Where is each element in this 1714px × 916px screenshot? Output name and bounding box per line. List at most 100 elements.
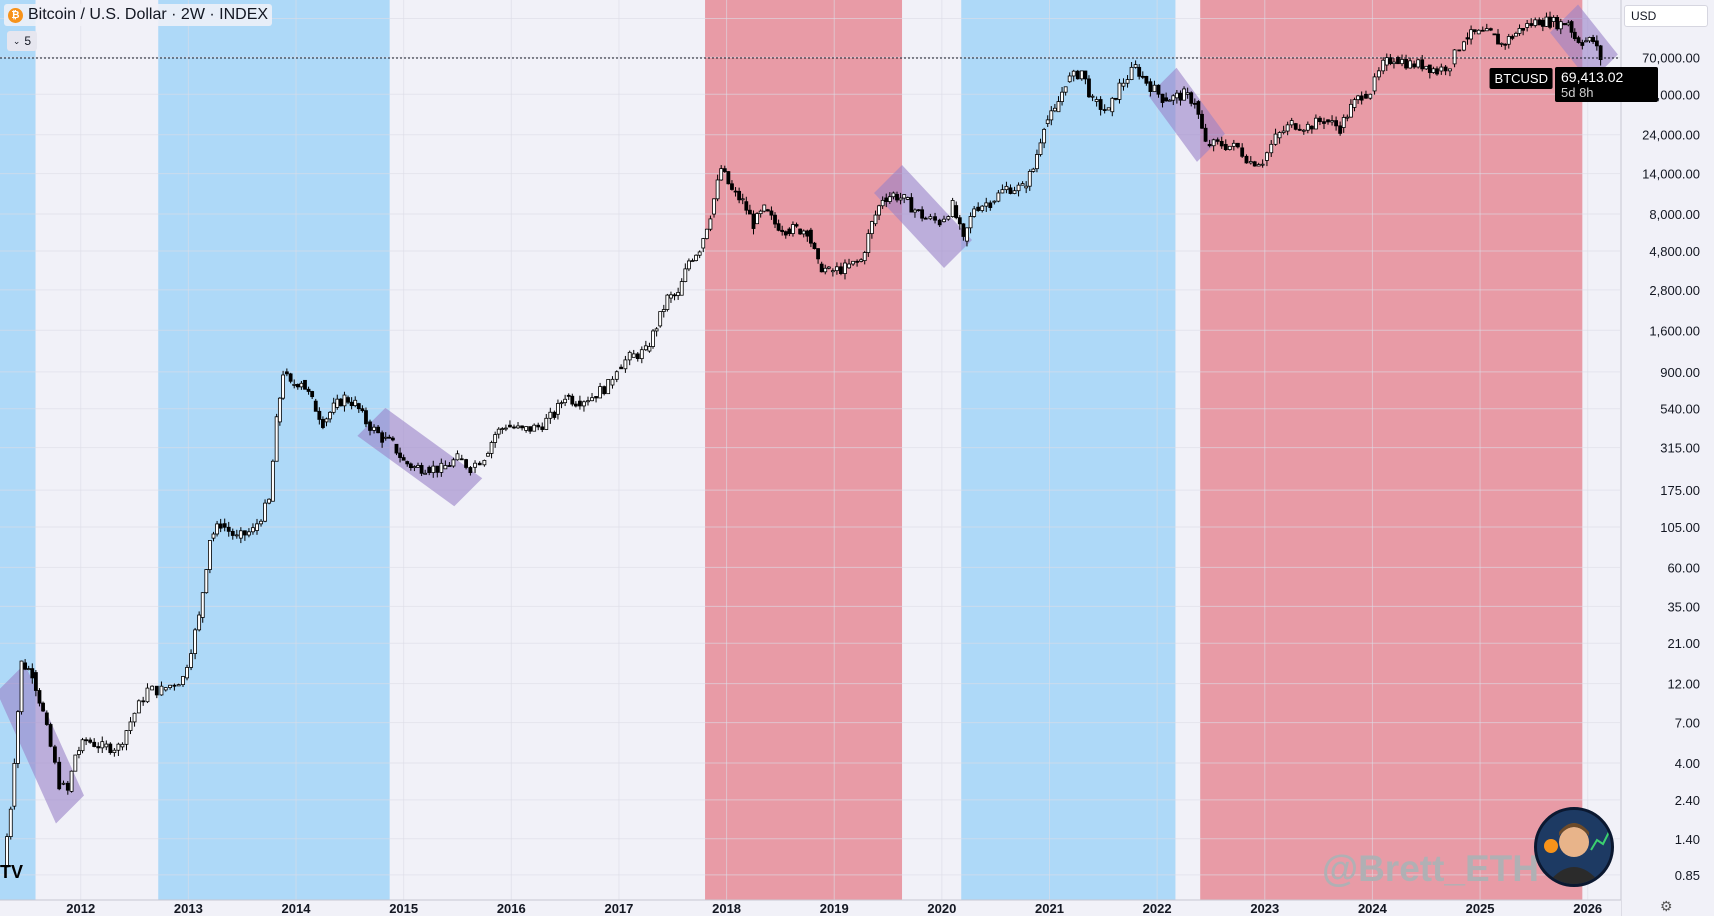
candle-body bbox=[204, 569, 209, 594]
candle-body bbox=[1341, 117, 1346, 128]
candle-body bbox=[331, 402, 336, 413]
candle-body bbox=[295, 384, 300, 388]
price-tick-label: 315.00 bbox=[1660, 441, 1700, 456]
candle-body bbox=[1472, 29, 1477, 33]
candle-body bbox=[1439, 66, 1444, 72]
candle-body bbox=[676, 291, 681, 296]
price-tick-label: 21.00 bbox=[1667, 636, 1700, 651]
candle-body bbox=[1314, 117, 1318, 130]
candle-body bbox=[891, 192, 896, 198]
candle-body bbox=[394, 443, 399, 454]
candle-body bbox=[1137, 66, 1142, 77]
candle-body bbox=[48, 724, 53, 747]
candle-body bbox=[1400, 58, 1404, 65]
candle-body bbox=[1227, 145, 1232, 151]
candle-body bbox=[218, 523, 223, 529]
candle-body bbox=[798, 228, 803, 235]
candle-body bbox=[639, 349, 644, 360]
candle-body bbox=[124, 730, 129, 745]
candle-body bbox=[1020, 183, 1025, 186]
candle-body bbox=[141, 700, 146, 703]
candle-body bbox=[1521, 28, 1526, 31]
candle-body bbox=[33, 672, 38, 691]
candle-body bbox=[1167, 99, 1172, 102]
candle-body bbox=[737, 190, 742, 201]
candle-body bbox=[387, 436, 392, 439]
price-tick-label: 900.00 bbox=[1660, 365, 1700, 380]
candle-body bbox=[281, 374, 285, 399]
candle-body bbox=[1529, 23, 1534, 26]
candle-body bbox=[185, 667, 189, 679]
candle-body bbox=[1388, 57, 1393, 65]
candle-body bbox=[360, 408, 365, 412]
candle-body bbox=[835, 266, 839, 272]
candle-body bbox=[715, 179, 720, 200]
currency-select[interactable]: USD bbox=[1624, 5, 1708, 27]
candle-body bbox=[299, 382, 304, 388]
candle-body bbox=[830, 270, 835, 273]
candle-body bbox=[1338, 125, 1343, 134]
candle-body bbox=[816, 248, 820, 260]
price-tick-label: 4.00 bbox=[1675, 756, 1700, 771]
candle-body bbox=[486, 453, 490, 457]
gear-icon[interactable]: ⚙ bbox=[1660, 898, 1673, 914]
candle-body bbox=[1094, 99, 1099, 102]
candle-body bbox=[1060, 91, 1064, 103]
candle-body bbox=[1192, 102, 1197, 105]
candle-body bbox=[1203, 127, 1208, 142]
price-tick-label: 175.00 bbox=[1660, 483, 1700, 498]
candle-body bbox=[416, 465, 420, 468]
candle-body bbox=[1035, 154, 1039, 170]
indicator-count: 5 bbox=[24, 34, 32, 48]
candle-body bbox=[496, 428, 501, 435]
candle-body bbox=[284, 371, 289, 375]
candle-body bbox=[1352, 99, 1357, 108]
candle-body bbox=[992, 200, 997, 203]
candle-body bbox=[643, 345, 648, 351]
candle-body bbox=[5, 836, 9, 868]
candle-body bbox=[242, 530, 247, 536]
candle-body bbox=[1404, 58, 1408, 69]
candle-body bbox=[544, 417, 549, 430]
candle-body bbox=[823, 267, 828, 273]
candle-body bbox=[69, 770, 74, 792]
candle-body bbox=[980, 205, 985, 211]
candle-body bbox=[751, 213, 756, 229]
candle-body bbox=[1427, 64, 1432, 73]
candle-body bbox=[661, 309, 666, 313]
candle-body bbox=[508, 424, 512, 428]
candle-body bbox=[528, 426, 533, 432]
price-tick-label: 60.00 bbox=[1667, 560, 1700, 575]
candle-body bbox=[1000, 189, 1005, 194]
indicators-toggle-button[interactable]: ⌄ 5 bbox=[7, 31, 37, 51]
candle-body bbox=[1117, 82, 1122, 100]
candle-body bbox=[41, 702, 45, 712]
candle-body bbox=[263, 502, 267, 522]
candle-body bbox=[1384, 57, 1389, 66]
candle-body bbox=[916, 209, 921, 212]
price-tick-label: 540.00 bbox=[1660, 402, 1700, 417]
candle-body bbox=[1289, 120, 1294, 126]
candle-body bbox=[1412, 63, 1417, 68]
candle-body bbox=[937, 219, 942, 226]
candle-body bbox=[1457, 49, 1462, 52]
symbol-header[interactable]: ₿ Bitcoin / U.S. Dollar · 2W · INDEX bbox=[4, 4, 273, 26]
candle-body bbox=[614, 371, 619, 380]
candle-body bbox=[573, 403, 578, 407]
candle-body bbox=[100, 741, 105, 749]
candle-body bbox=[740, 198, 745, 201]
candle-body bbox=[1016, 184, 1021, 192]
candle-body bbox=[1252, 161, 1257, 167]
candle-body bbox=[873, 214, 878, 225]
candle-body bbox=[222, 523, 227, 528]
candle-body bbox=[383, 436, 388, 439]
candle-body bbox=[552, 411, 557, 418]
candle-body bbox=[1063, 86, 1068, 93]
candle-body bbox=[1562, 23, 1567, 26]
candle-body bbox=[439, 462, 444, 473]
candle-body bbox=[37, 690, 42, 704]
candle-body bbox=[586, 400, 590, 403]
candle-body bbox=[755, 213, 759, 225]
candle-body bbox=[1318, 117, 1322, 123]
